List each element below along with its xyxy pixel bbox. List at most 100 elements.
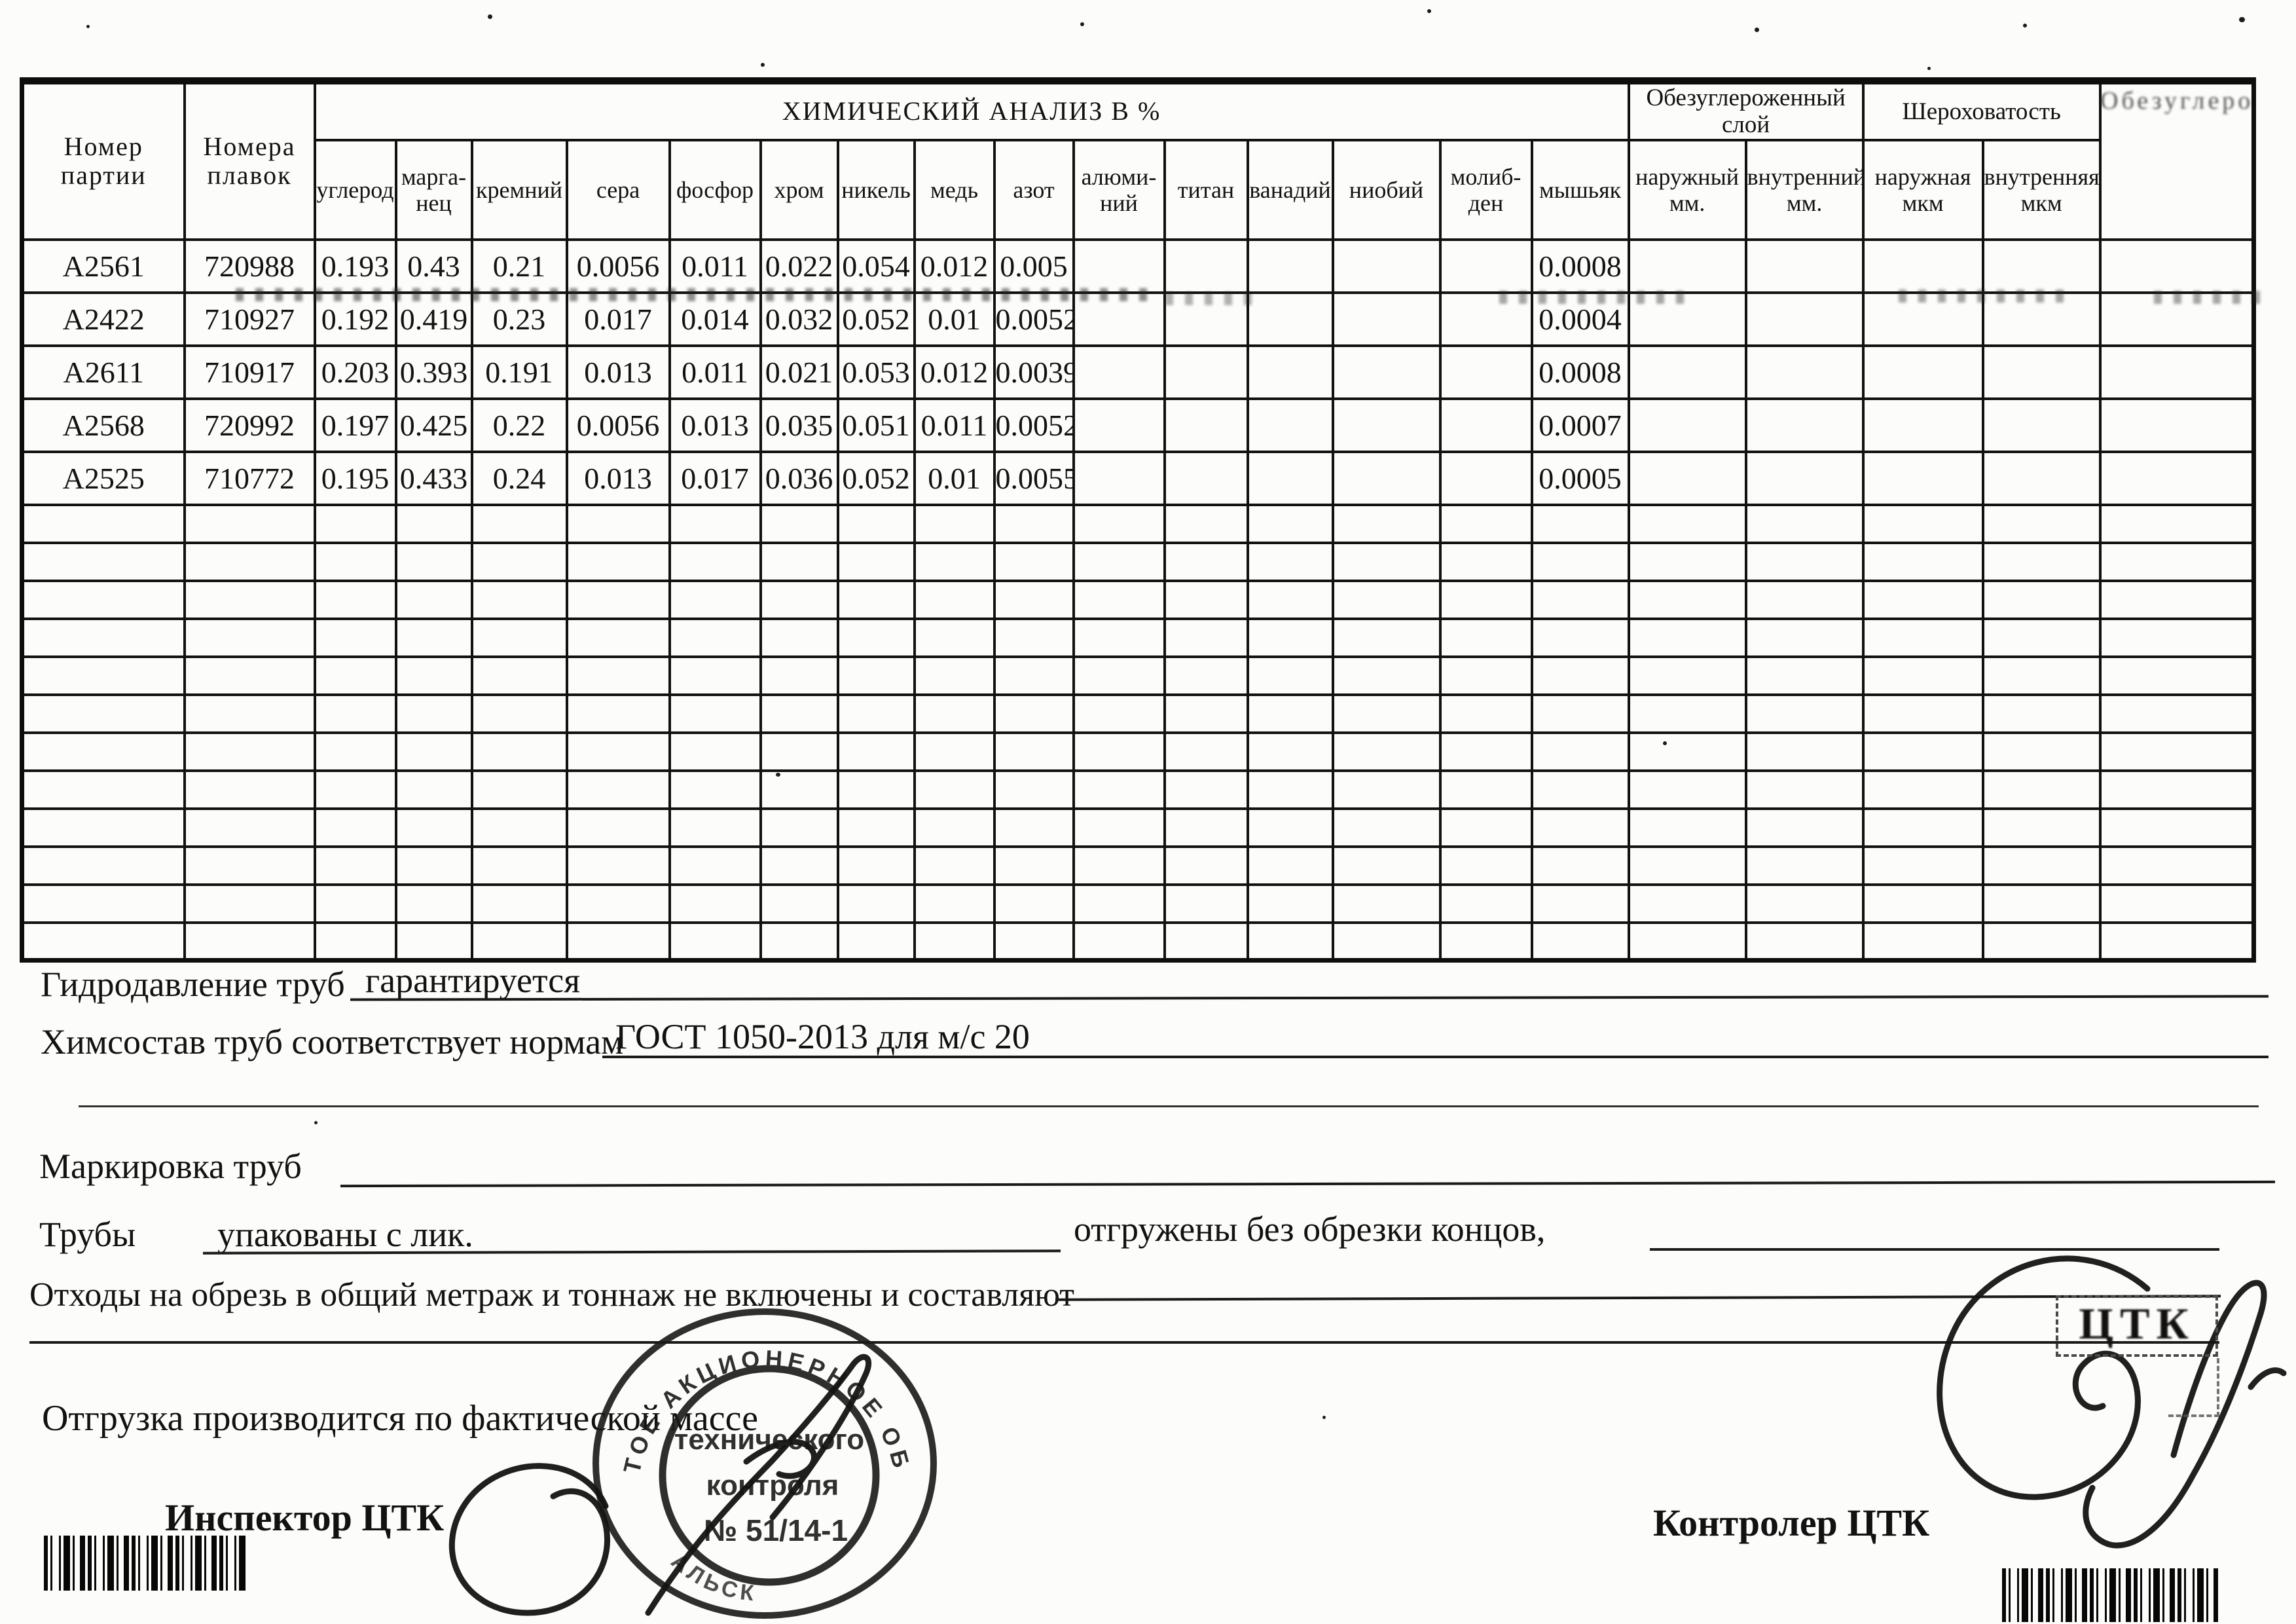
empty-cell — [565, 845, 671, 886]
empty-cell — [394, 731, 473, 772]
empty-cell — [1530, 769, 1630, 810]
empty-cell — [1246, 579, 1334, 620]
empty-cell — [470, 845, 568, 886]
empty-cell — [20, 541, 186, 582]
empty-cell — [565, 921, 671, 962]
empty-cell — [1163, 503, 1249, 544]
empty-cell — [1246, 883, 1334, 924]
empty-table-row — [20, 921, 2255, 962]
empty-cell — [836, 883, 916, 924]
table-row: А2561 720988 0.193 0.43 0.21 0.0056 0.011 0.022… — [20, 238, 2255, 294]
empty-cell — [313, 579, 397, 620]
cut-col-cell — [2098, 291, 2255, 347]
heat-number-cell: 710917 — [183, 344, 316, 400]
empty-cell — [993, 655, 1075, 696]
empty-cell — [1163, 693, 1249, 734]
col-header-element-6: никель — [836, 138, 916, 241]
empty-cell — [913, 731, 996, 772]
chem-value-cell: 0.013 — [565, 344, 671, 400]
ctk-stamp-box: ЦТК — [2056, 1295, 2218, 1357]
empty-cell — [183, 655, 316, 696]
chem-value-cell: 0.021 — [759, 344, 839, 400]
col-header-batch: Номер партии — [20, 79, 186, 241]
empty-cell — [2098, 617, 2255, 658]
empty-cell — [1331, 883, 1442, 924]
empty-cell — [2098, 883, 2255, 924]
empty-cell — [1072, 617, 1166, 658]
empty-cell — [20, 921, 186, 962]
empty-cell — [1861, 921, 1984, 962]
empty-cell — [470, 541, 568, 582]
ctk-stamp-text: ЦТК — [2079, 1298, 2195, 1348]
empty-cell — [1861, 503, 1984, 544]
empty-cell — [1530, 655, 1630, 696]
cut-col-cell — [2098, 450, 2255, 506]
stamp-line2: контроля — [706, 1469, 839, 1502]
empty-cell — [668, 693, 762, 734]
heat-number-cell: 710927 — [183, 291, 316, 347]
decarb-value-cell — [1627, 344, 1747, 400]
cut-col-cell — [2098, 238, 2255, 294]
empty-table-row — [20, 617, 2255, 658]
empty-cell — [1744, 579, 1865, 620]
empty-cell — [1627, 579, 1747, 620]
hydro-pressure-value: гарантируется — [365, 961, 581, 1000]
chem-value-cell: 0.011 — [668, 238, 762, 294]
empty-cell — [759, 731, 839, 772]
controller-signature — [1937, 1255, 2287, 1549]
empty-cell — [1981, 617, 2102, 658]
empty-cell — [1627, 655, 1747, 696]
empty-cell — [1744, 503, 1865, 544]
empty-cell — [1744, 769, 1865, 810]
col-group-decarburized-layer: Обезуглероженный слой — [1627, 79, 1865, 141]
empty-cell — [759, 921, 839, 962]
rough-value-cell — [1861, 397, 1984, 453]
cut-col-cell — [2098, 397, 2255, 453]
section-separator-line — [79, 1105, 2259, 1107]
chem-value-cell: 0.013 — [565, 450, 671, 506]
decarb-value-cell — [1627, 238, 1747, 294]
lower-separator-line — [29, 1341, 2219, 1344]
empty-cell — [565, 883, 671, 924]
stamp-line3: № 51/14-1 — [704, 1513, 848, 1547]
chem-value-cell: 0.051 — [836, 397, 916, 453]
batch-number-cell: А2611 — [20, 344, 186, 400]
empty-cell — [1627, 845, 1747, 886]
empty-cell — [470, 503, 568, 544]
chem-value-cell: 0.0005 — [1530, 450, 1630, 506]
empty-cell — [313, 845, 397, 886]
col-header-cut-off — [2098, 79, 2255, 241]
empty-table-row — [20, 845, 2255, 886]
chem-value-cell — [1246, 291, 1334, 347]
empty-cell — [183, 579, 316, 620]
empty-cell — [1072, 655, 1166, 696]
empty-cell — [836, 921, 916, 962]
stamp-inner-ring — [659, 1365, 880, 1586]
chem-value-cell — [1438, 397, 1533, 453]
empty-cell — [1861, 655, 1984, 696]
empty-cell — [1744, 693, 1865, 734]
empty-cell — [183, 807, 316, 848]
chem-value-cell: 0.011 — [668, 344, 762, 400]
col-header-decarb-0: наружный мм. — [1627, 138, 1747, 241]
empty-cell — [1246, 655, 1334, 696]
empty-cell — [1331, 845, 1442, 886]
empty-cell — [668, 503, 762, 544]
empty-cell — [1627, 921, 1747, 962]
empty-cell — [183, 693, 316, 734]
empty-cell — [668, 731, 762, 772]
empty-cell — [470, 579, 568, 620]
empty-cell — [394, 883, 473, 924]
empty-cell — [993, 579, 1075, 620]
empty-cell — [836, 541, 916, 582]
decarb-value-cell — [1744, 450, 1865, 506]
empty-cell — [1861, 617, 1984, 658]
empty-cell — [668, 883, 762, 924]
chem-value-cell — [1246, 450, 1334, 506]
empty-cell — [993, 731, 1075, 772]
rough-value-cell — [1861, 344, 1984, 400]
empty-cell — [1246, 807, 1334, 848]
empty-cell — [565, 503, 671, 544]
empty-cell — [313, 883, 397, 924]
col-header-element-7: медь — [913, 138, 996, 241]
